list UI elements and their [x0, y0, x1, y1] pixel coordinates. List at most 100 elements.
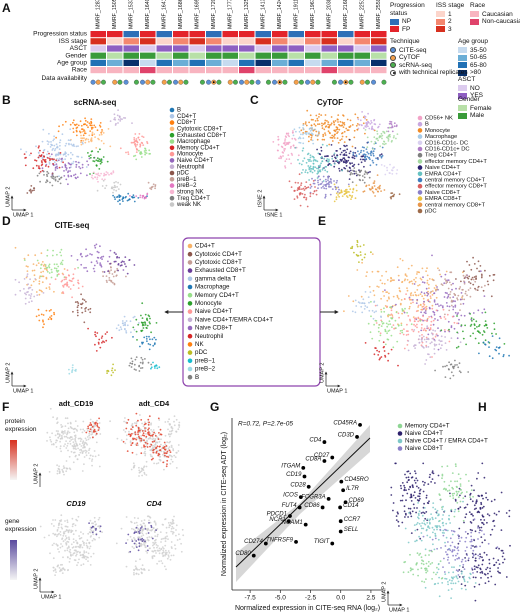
- cell-dot: [442, 534, 445, 537]
- cell-dot: [498, 547, 500, 550]
- cell-dot: [135, 572, 138, 575]
- cell-dot: [80, 303, 83, 306]
- cell-dot: [112, 363, 114, 366]
- row-label: Gender: [65, 52, 88, 59]
- cell-dot: [391, 192, 394, 195]
- cell-dot: [119, 147, 122, 150]
- cell-dot: [124, 431, 127, 433]
- cell-dot: [161, 562, 164, 565]
- axis-label: UMAP 1: [389, 607, 409, 613]
- cell-dot: [364, 132, 366, 135]
- cell-dot: [78, 443, 81, 446]
- cell-dot: [450, 582, 452, 585]
- cell-dot: [153, 555, 155, 557]
- cell-dot: [309, 192, 312, 195]
- cell-dot: [123, 420, 125, 423]
- cell-dot: [151, 338, 154, 341]
- cell-dot: [134, 431, 137, 433]
- cell-dot: [84, 141, 87, 144]
- cell-dot: [106, 160, 109, 163]
- cell-dot: [434, 532, 437, 535]
- legend-label: EMRA CD4+T: [425, 171, 462, 177]
- annotation-cell: [371, 52, 387, 59]
- cell-dot: [446, 553, 448, 556]
- cell-dot: [302, 147, 305, 150]
- cell-dot: [449, 495, 452, 498]
- cell-dot: [308, 135, 310, 138]
- cell-dot: [65, 155, 67, 158]
- sample-label: MMRF_1424: [277, 0, 283, 29]
- cell-dot: [455, 278, 457, 280]
- cell-dot: [75, 553, 78, 556]
- cell-dot: [73, 123, 76, 126]
- cell-dot: [49, 155, 51, 158]
- cell-dot: [48, 162, 51, 165]
- cell-dot: [481, 507, 484, 509]
- cell-dot: [477, 538, 479, 540]
- cell-dot: [113, 196, 116, 199]
- cell-dot: [502, 552, 505, 554]
- cell-dot: [439, 560, 442, 563]
- cell-dot: [457, 473, 460, 476]
- legend-swatch: [169, 132, 175, 138]
- point-label: NCAM1: [282, 520, 303, 526]
- cell-dot: [473, 489, 475, 492]
- cell-dot: [66, 417, 69, 420]
- cell-dot: [91, 124, 93, 127]
- cell-dot: [34, 278, 37, 280]
- cell-dot: [473, 518, 476, 521]
- cell-dot: [469, 540, 472, 543]
- cell-dot: [367, 125, 369, 128]
- cell-dot: [88, 522, 90, 524]
- cell-dot: [415, 477, 418, 480]
- cell-dot: [137, 323, 140, 326]
- cell-dot: [386, 166, 388, 169]
- cell-dot: [140, 535, 143, 538]
- cell-dot: [120, 439, 123, 441]
- cell-dot: [370, 315, 372, 318]
- cell-dot: [94, 176, 96, 179]
- technique-dot: [95, 79, 101, 85]
- cell-dot: [305, 197, 308, 199]
- cell-dot: [125, 265, 127, 268]
- cell-dot: [57, 180, 59, 183]
- cell-dot: [298, 193, 301, 196]
- cell-dot: [457, 496, 460, 499]
- cell-dot: [490, 295, 493, 298]
- cell-dot: [370, 140, 373, 143]
- annotation-cell: [272, 59, 288, 66]
- cell-dot: [111, 273, 114, 275]
- cell-dot: [490, 575, 493, 578]
- cell-dot: [349, 162, 352, 165]
- cell-dot: [387, 359, 389, 362]
- cell-dot: [135, 138, 138, 140]
- legend-swatch: [417, 140, 423, 146]
- cell-dot: [68, 372, 71, 375]
- cell-dot: [83, 267, 85, 269]
- cell-dot: [420, 329, 423, 332]
- cell-dot: [174, 547, 177, 550]
- cell-dot: [72, 552, 75, 555]
- cell-dot: [64, 430, 66, 432]
- cell-dot: [165, 452, 168, 455]
- cell-dot: [347, 295, 350, 297]
- cell-dot: [43, 174, 45, 176]
- cell-dot: [473, 539, 476, 542]
- cell-dot: [458, 569, 461, 571]
- cell-dot: [428, 500, 430, 503]
- cell-dot: [428, 521, 431, 524]
- cell-dot: [94, 422, 96, 424]
- cell-dot: [355, 184, 358, 187]
- cell-dot: [101, 335, 104, 338]
- cell-dot: [460, 280, 462, 283]
- cell-dot: [441, 531, 444, 534]
- cell-dot: [56, 158, 58, 160]
- cell-dot: [138, 364, 141, 367]
- cell-dot: [39, 149, 41, 152]
- cell-dot: [373, 311, 376, 314]
- cell-dot: [173, 424, 176, 427]
- point-label: CD27: [314, 453, 330, 459]
- cell-dot: [143, 150, 146, 152]
- cell-dot: [73, 431, 76, 434]
- cell-dot: [97, 454, 100, 457]
